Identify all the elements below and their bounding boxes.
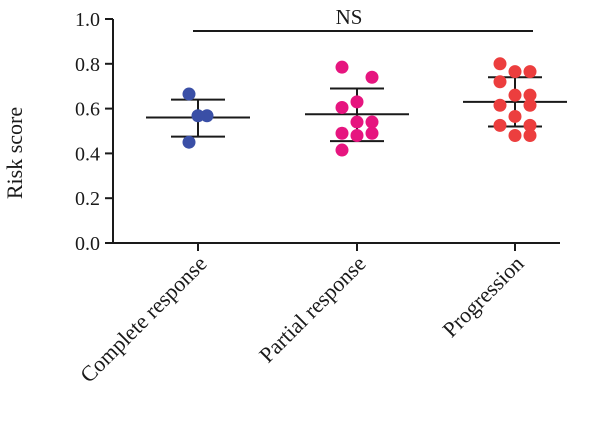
- y-tick-label: 0.8: [75, 54, 100, 76]
- data-point: [335, 126, 349, 140]
- data-point: [523, 128, 537, 142]
- category-label: Progression: [437, 251, 528, 342]
- series-group-3: [463, 57, 567, 142]
- category-label: Complete response: [75, 251, 211, 387]
- data-point: [523, 118, 537, 132]
- series-points: [146, 57, 567, 157]
- y-axis: 0.0 0.2 0.4 0.6 0.8 1.0: [75, 9, 114, 255]
- data-point: [335, 100, 349, 114]
- data-point: [191, 109, 205, 123]
- data-point: [335, 60, 349, 74]
- y-tick-label: 1.0: [75, 9, 100, 31]
- y-tick-label: 0.6: [75, 99, 100, 121]
- category-label: Partial response: [254, 251, 371, 368]
- data-point: [365, 126, 379, 140]
- data-point: [200, 109, 214, 123]
- data-point: [365, 115, 379, 129]
- data-point: [350, 95, 364, 109]
- y-tick-label: 0.2: [75, 188, 100, 210]
- data-point: [508, 88, 522, 102]
- data-point: [182, 135, 196, 149]
- significance-label: NS: [336, 5, 363, 29]
- data-point: [508, 65, 522, 79]
- data-point: [493, 75, 507, 89]
- data-point: [493, 118, 507, 132]
- data-point: [523, 98, 537, 112]
- data-point: [493, 57, 507, 71]
- data-point: [365, 70, 379, 84]
- series-group-1: [146, 87, 250, 149]
- data-point: [508, 128, 522, 142]
- significance-bracket: NS: [193, 5, 533, 32]
- data-point: [508, 109, 522, 123]
- data-point: [350, 115, 364, 129]
- y-tick-label: 0.0: [75, 233, 100, 255]
- data-point: [335, 143, 349, 157]
- data-point: [523, 65, 537, 79]
- data-point: [182, 87, 196, 101]
- y-tick-label: 0.4: [75, 143, 100, 165]
- category-labels: Complete response Partial response Progres…: [75, 251, 528, 387]
- y-axis-title: Risk score: [2, 107, 27, 199]
- series-group-2: [305, 60, 409, 157]
- data-point: [523, 88, 537, 102]
- data-point: [493, 98, 507, 112]
- x-axis: [113, 242, 560, 251]
- data-point: [350, 128, 364, 142]
